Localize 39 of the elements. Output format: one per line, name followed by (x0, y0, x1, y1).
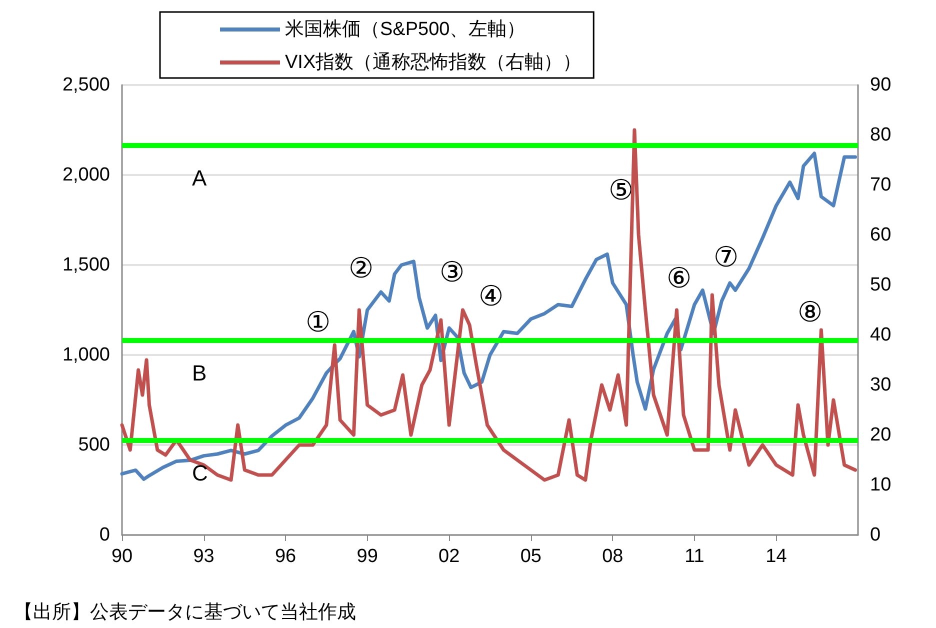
y2-tick-label: 20 (870, 424, 892, 446)
y2-tick-label: 70 (870, 174, 892, 196)
legend-label: VIX指数（通称恐怖指数（右軸）） (285, 52, 582, 73)
y2-tick-label: 40 (870, 324, 892, 346)
text: 【出所】公表データに基づいて当社作成 (14, 602, 356, 623)
y2-tick-label: 50 (870, 274, 892, 296)
x-tick-label: 90 (111, 546, 133, 567)
annotation: ③ (439, 256, 465, 288)
annotation: ⑥ (666, 262, 692, 294)
legend-label: 米国株価（S&P500、左軸） (285, 19, 526, 40)
ref-line-label: B (192, 360, 207, 386)
y-tick-label: 2,500 (62, 74, 110, 96)
y-tick-label: 1,500 (62, 254, 110, 276)
x-tick-label: 11 (684, 546, 704, 567)
annotation: ④ (478, 280, 504, 312)
annotation: ⑧ (797, 296, 823, 328)
y-tick-label: 0 (99, 524, 110, 546)
ref-line-label: A (192, 166, 207, 190)
y2-tick-label: 60 (870, 224, 892, 246)
x-tick-label: 02 (438, 546, 460, 567)
annotation: ① (305, 306, 331, 338)
x-tick-label: 93 (193, 546, 214, 567)
y2-tick-label: 30 (870, 374, 892, 396)
x-tick-label: 05 (520, 546, 542, 567)
x-tick-label: 08 (602, 546, 624, 567)
annotation: ⑤ (608, 174, 634, 206)
y2-tick-label: 80 (870, 124, 892, 146)
y2-tick-label: 90 (870, 74, 892, 96)
y-tick-label: 500 (78, 434, 110, 456)
annotation: ② (348, 252, 374, 284)
x-tick-label: 96 (274, 546, 296, 567)
x-tick-label: 99 (356, 546, 378, 567)
annotation: ⑦ (713, 240, 739, 274)
y-tick-label: 1,000 (62, 344, 110, 366)
y2-tick-label: 0 (870, 524, 881, 546)
y-tick-label: 2,000 (62, 164, 110, 186)
y2-tick-label: 10 (870, 474, 892, 496)
ref-line-label: C (192, 460, 208, 486)
x-tick-label: 14 (766, 546, 788, 567)
